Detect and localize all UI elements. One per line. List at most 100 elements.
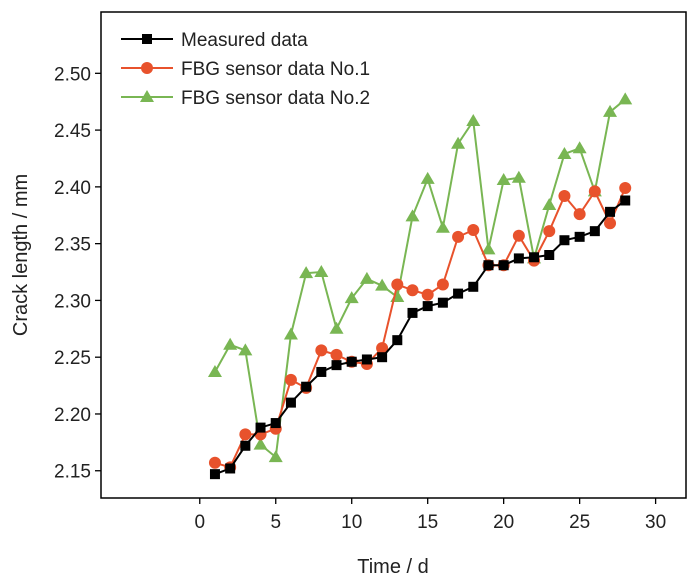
legend-item: FBG sensor data No.2 bbox=[121, 88, 370, 109]
data-point bbox=[588, 185, 601, 198]
data-point bbox=[604, 217, 617, 230]
data-point bbox=[544, 250, 555, 260]
data-point bbox=[559, 235, 570, 246]
plot-frame bbox=[100, 11, 687, 499]
data-point bbox=[346, 356, 357, 367]
data-point bbox=[452, 230, 465, 243]
data-point bbox=[239, 428, 252, 441]
data-point bbox=[331, 360, 342, 371]
data-point bbox=[558, 189, 571, 202]
legend-label: FBG sensor data No.2 bbox=[181, 88, 370, 109]
y-tick-label: 2.45 bbox=[54, 121, 91, 142]
data-point bbox=[481, 242, 496, 255]
data-point bbox=[603, 104, 618, 117]
data-point bbox=[496, 173, 511, 186]
data-point bbox=[255, 422, 266, 433]
data-point bbox=[543, 225, 556, 238]
data-point bbox=[405, 209, 420, 222]
y-tick-label: 2.30 bbox=[54, 291, 91, 312]
series-line bbox=[214, 98, 626, 460]
x-tick-label: 30 bbox=[645, 512, 666, 533]
x-tick-label: 0 bbox=[194, 512, 205, 533]
data-point bbox=[422, 301, 433, 312]
data-point bbox=[511, 170, 526, 183]
data-point bbox=[620, 195, 631, 206]
y-tick-label: 2.25 bbox=[54, 348, 91, 369]
y-tick-label: 2.50 bbox=[54, 64, 91, 85]
legend-item: Measured data bbox=[121, 30, 308, 51]
data-point bbox=[605, 206, 616, 217]
legend-marker bbox=[142, 34, 152, 44]
data-point bbox=[589, 226, 600, 237]
series-line bbox=[214, 187, 627, 469]
data-point bbox=[573, 208, 586, 221]
data-point bbox=[377, 352, 388, 363]
series-circle bbox=[208, 182, 632, 474]
data-point bbox=[376, 342, 389, 355]
data-point bbox=[361, 354, 372, 365]
data-point bbox=[284, 373, 297, 386]
data-point bbox=[390, 290, 405, 303]
series-line bbox=[214, 199, 626, 476]
data-point bbox=[253, 437, 268, 450]
data-point bbox=[619, 182, 632, 195]
data-point bbox=[391, 278, 404, 291]
data-point bbox=[618, 92, 633, 105]
data-point bbox=[483, 260, 494, 271]
legend-item: FBG sensor data No.1 bbox=[121, 59, 370, 80]
data-point bbox=[223, 337, 238, 350]
data-point bbox=[315, 344, 328, 357]
data-point bbox=[466, 114, 481, 127]
data-point bbox=[407, 307, 418, 318]
data-point bbox=[316, 366, 327, 377]
data-point bbox=[330, 348, 343, 361]
data-point bbox=[512, 229, 525, 242]
y-axis-title: Crack length / mm bbox=[10, 174, 32, 336]
series-square bbox=[209, 195, 631, 480]
legend-label: Measured data bbox=[181, 30, 308, 51]
data-point bbox=[451, 136, 466, 149]
data-point bbox=[513, 253, 524, 264]
data-point bbox=[240, 440, 251, 451]
data-point bbox=[420, 171, 435, 184]
data-point bbox=[208, 456, 221, 469]
data-point bbox=[209, 469, 220, 480]
data-point bbox=[453, 288, 464, 299]
data-point bbox=[299, 266, 314, 279]
data-point bbox=[467, 224, 480, 237]
data-point bbox=[436, 278, 449, 291]
data-point bbox=[301, 381, 312, 392]
data-point bbox=[314, 265, 329, 278]
data-point bbox=[572, 141, 587, 154]
data-point bbox=[435, 220, 450, 233]
data-point bbox=[268, 450, 283, 463]
series-layer bbox=[207, 92, 633, 480]
data-point bbox=[225, 463, 236, 474]
data-point bbox=[329, 321, 344, 334]
x-tick-label: 20 bbox=[493, 512, 514, 533]
legend-marker bbox=[140, 90, 154, 102]
data-point bbox=[270, 418, 281, 429]
data-point bbox=[468, 281, 479, 292]
data-point bbox=[421, 288, 434, 301]
data-point bbox=[344, 291, 359, 304]
x-tick-label: 5 bbox=[270, 512, 281, 533]
data-point bbox=[238, 343, 253, 356]
x-axis-title: Time / d bbox=[357, 556, 429, 578]
data-point bbox=[359, 271, 374, 284]
y-tick-label: 2.40 bbox=[54, 178, 91, 199]
legend: Measured data FBG sensor data No.1 FBG sen… bbox=[121, 30, 370, 109]
data-point bbox=[283, 327, 298, 340]
x-tick-label: 25 bbox=[569, 512, 590, 533]
data-point bbox=[207, 364, 222, 377]
data-point bbox=[574, 231, 585, 242]
legend-marker bbox=[141, 62, 153, 74]
data-point bbox=[498, 260, 509, 271]
data-point bbox=[542, 198, 557, 211]
x-tick-label: 10 bbox=[341, 512, 362, 533]
legend-label: FBG sensor data No.1 bbox=[181, 59, 370, 80]
x-tick-label: 15 bbox=[417, 512, 438, 533]
data-point bbox=[375, 278, 390, 291]
y-tick-label: 2.15 bbox=[54, 462, 91, 483]
